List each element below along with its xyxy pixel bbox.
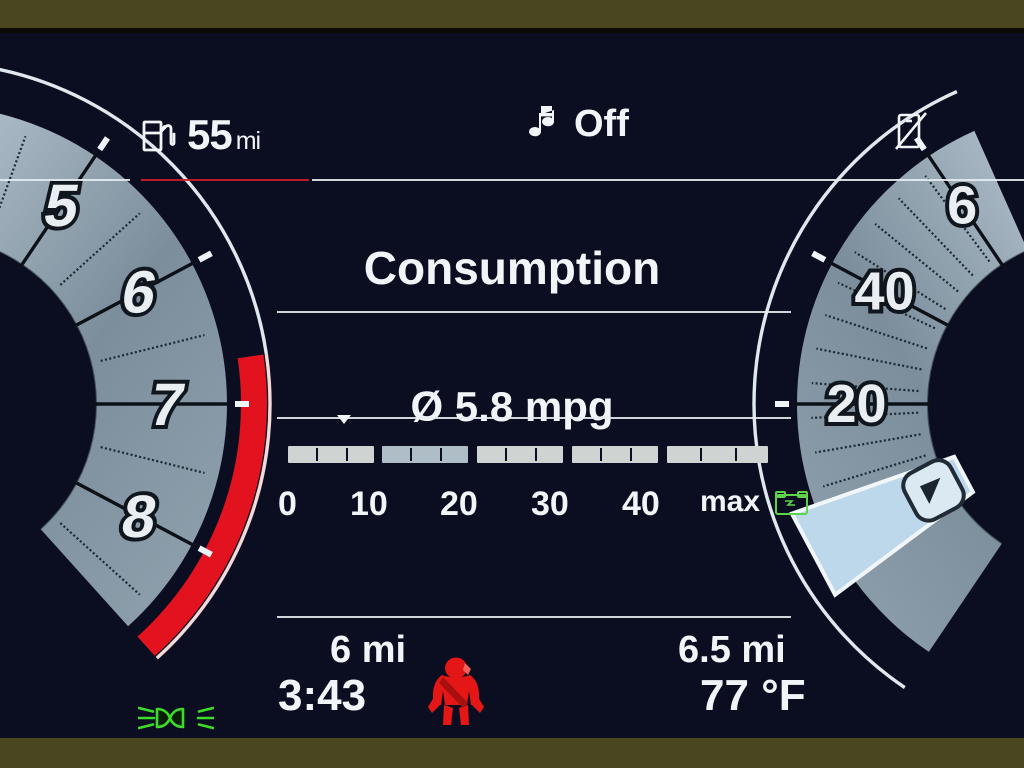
svg-text:6: 6 [947,175,977,235]
